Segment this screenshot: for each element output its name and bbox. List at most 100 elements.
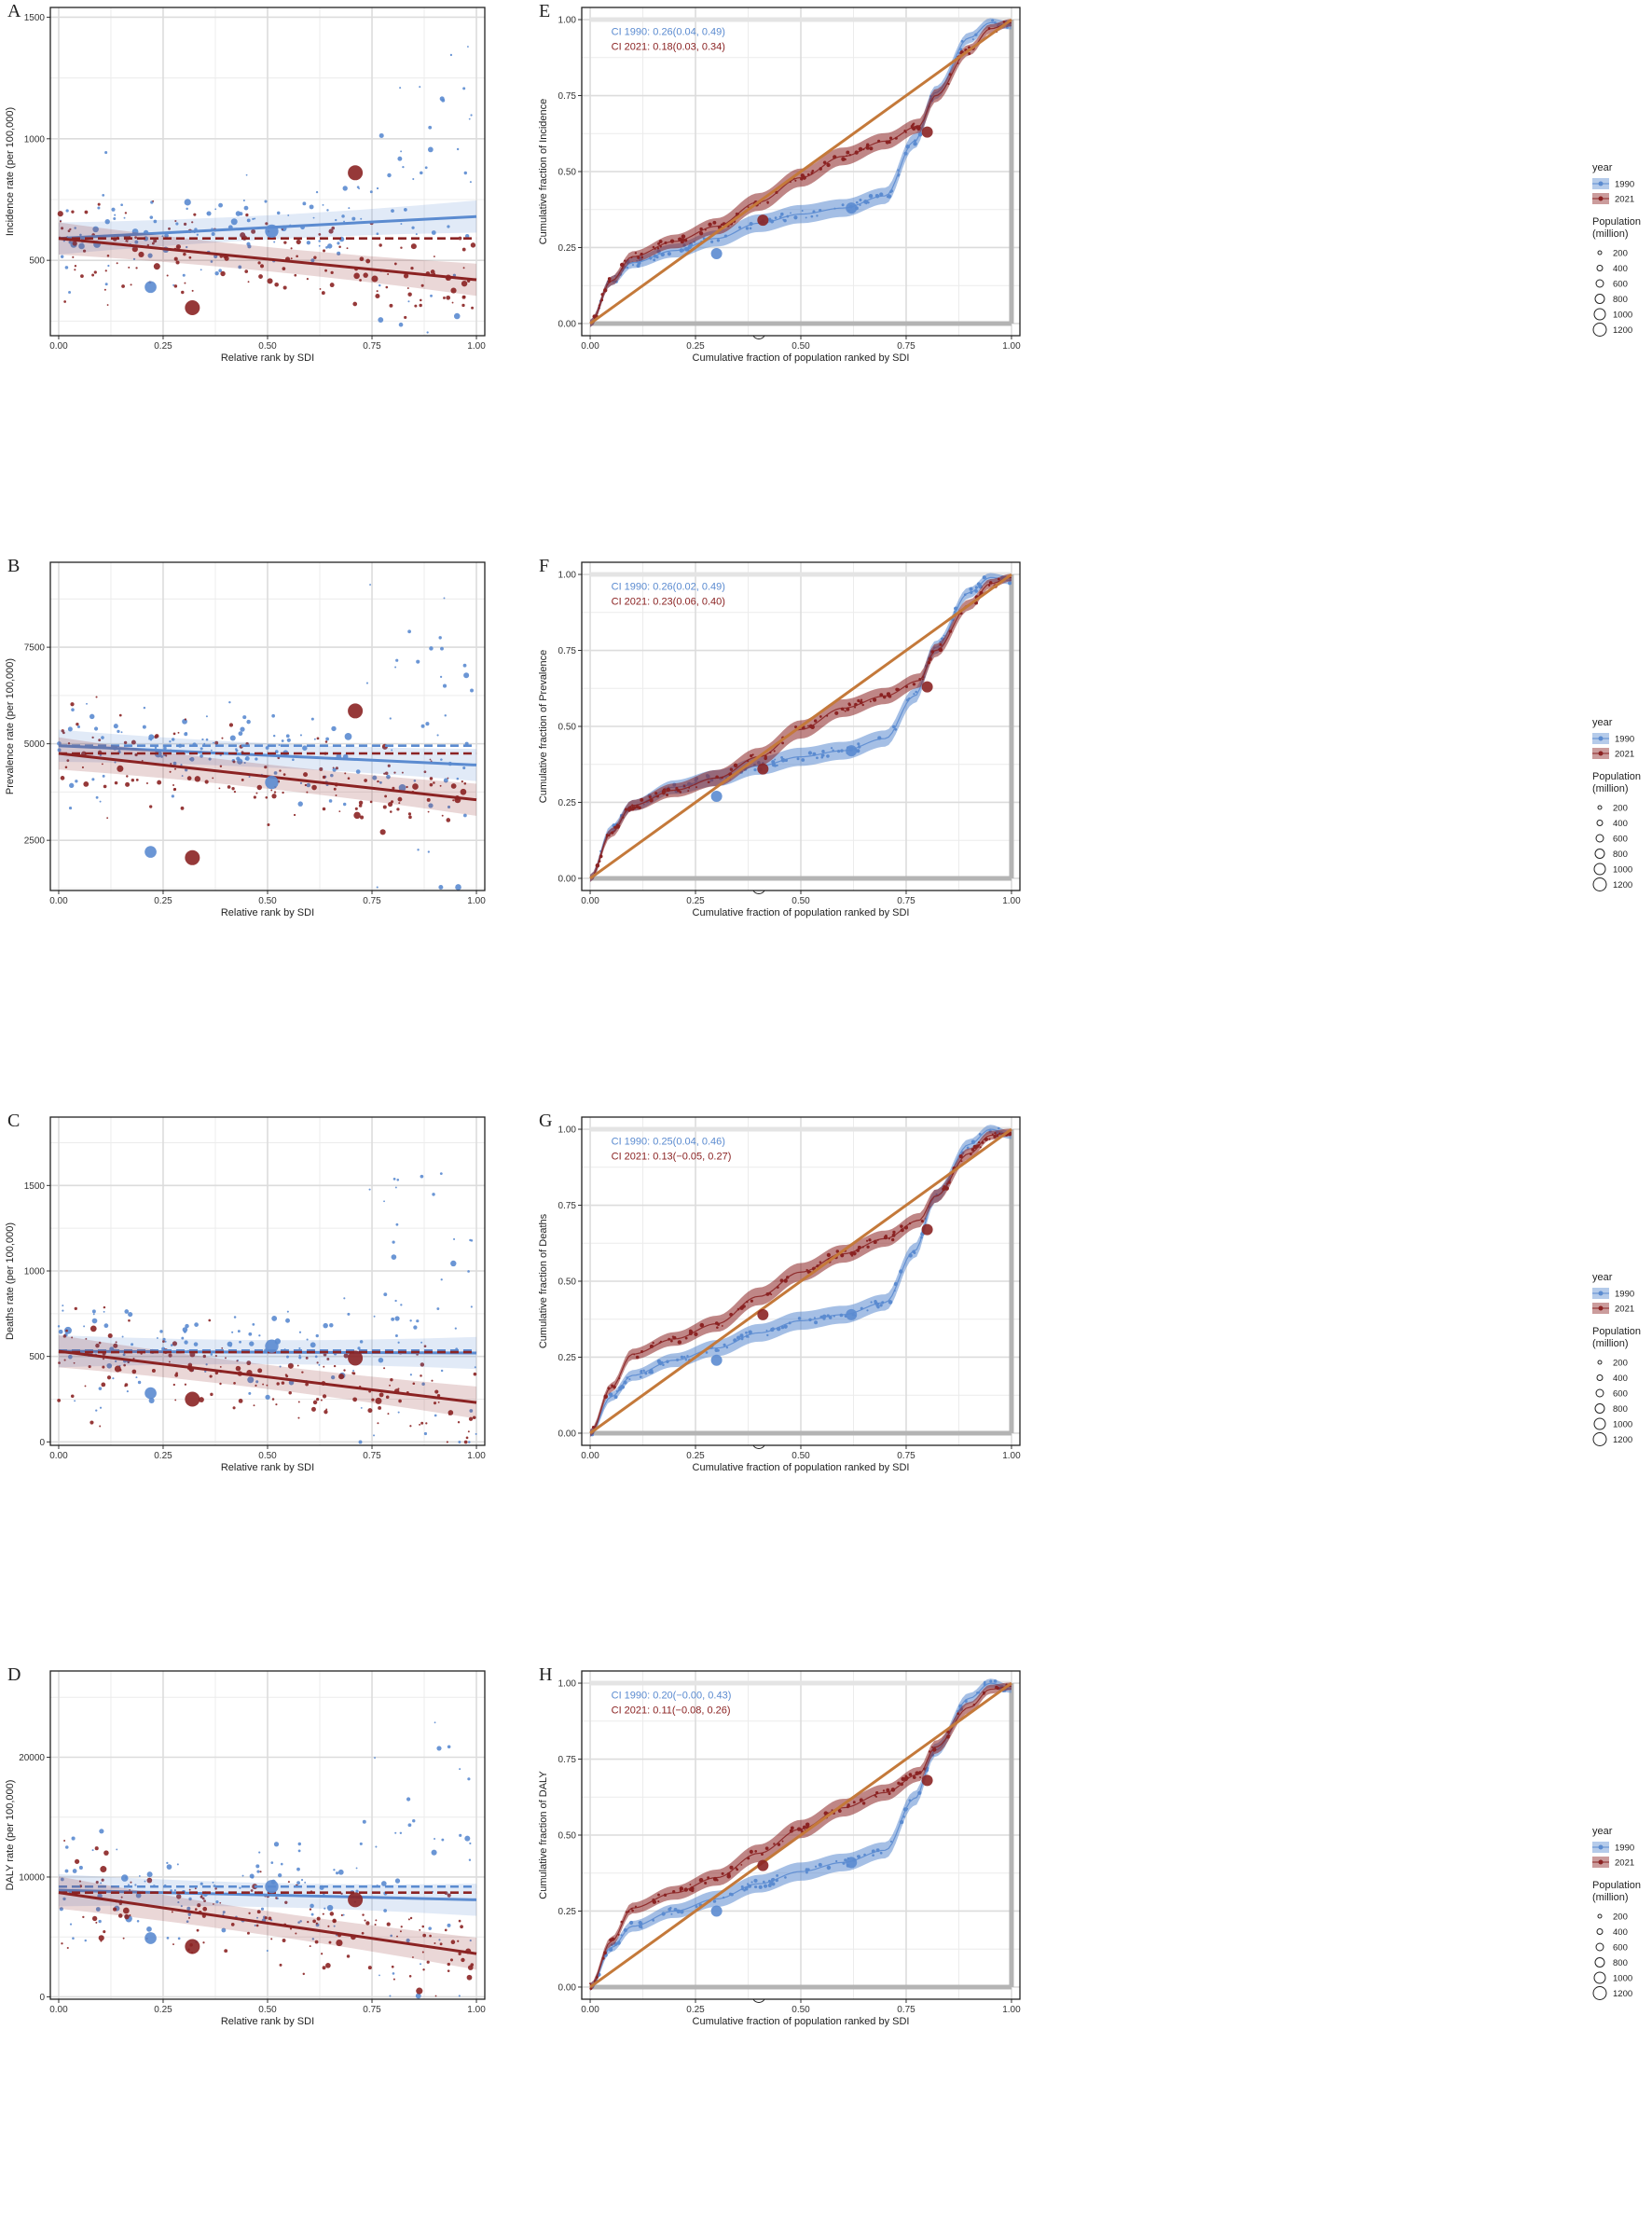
point-1990 — [421, 1382, 425, 1387]
point-1990 — [193, 1342, 199, 1346]
point-2021 — [708, 222, 712, 227]
point-1990 — [723, 234, 728, 238]
point-2021 — [379, 243, 382, 247]
point-1990 — [793, 215, 798, 220]
legend-size-circle — [1595, 1388, 1604, 1398]
point-1990 — [653, 258, 656, 262]
point-2021 — [922, 676, 925, 679]
point-1990 — [739, 1333, 744, 1338]
point-1990 — [857, 1855, 861, 1858]
point-1990 — [104, 283, 108, 286]
big-point-2021 — [757, 763, 769, 775]
point-2021 — [877, 139, 881, 143]
point-2021 — [256, 1910, 261, 1914]
legend-size-circle — [1597, 1360, 1603, 1365]
point-2021 — [244, 269, 249, 273]
point-2021 — [209, 1374, 213, 1378]
point-2021 — [416, 1987, 423, 1995]
point-1990 — [631, 264, 635, 267]
point-1990 — [285, 734, 290, 739]
point-1990 — [297, 1921, 300, 1924]
point-1990 — [310, 717, 314, 721]
point-2021 — [630, 256, 633, 259]
point-1990 — [242, 199, 245, 202]
point-2021 — [371, 275, 379, 283]
point-2021 — [83, 780, 89, 787]
point-2021 — [364, 779, 367, 782]
point-1990 — [438, 636, 442, 640]
point-1990 — [826, 754, 830, 758]
point-2021 — [813, 719, 818, 723]
big-point-1990 — [265, 775, 279, 790]
big-point-1990 — [710, 1354, 723, 1366]
point-1990 — [365, 682, 368, 684]
point-1990 — [302, 201, 307, 206]
point-1990 — [468, 1441, 471, 1443]
point-2021 — [786, 1276, 790, 1279]
point-2021 — [429, 782, 434, 787]
panel-C: C0.00 0.25 0.50 0.75 1.00050010001500Relativ… — [5, 1111, 800, 1473]
point-2021 — [157, 780, 162, 785]
point-2021 — [620, 1920, 624, 1924]
y-axis-title: Cumulative fraction of Deaths — [538, 1213, 549, 1348]
point-2021 — [882, 1789, 886, 1792]
point-1990 — [468, 117, 471, 120]
point-2021 — [621, 267, 624, 269]
point-1990 — [117, 729, 120, 733]
point-2021 — [968, 51, 971, 55]
point-2021 — [419, 1423, 421, 1426]
point-2021 — [296, 1364, 299, 1367]
point-2021 — [859, 700, 863, 705]
point-2021 — [284, 1900, 288, 1904]
point-1990 — [376, 886, 379, 889]
point-1990 — [459, 1768, 461, 1771]
point-2021 — [617, 1933, 620, 1936]
point-2021 — [365, 1921, 370, 1926]
point-1990 — [644, 1372, 648, 1375]
point-1990 — [420, 1174, 424, 1179]
point-1990 — [86, 702, 88, 705]
point-1990 — [59, 1907, 63, 1912]
point-2021 — [869, 700, 872, 703]
point-1990 — [149, 215, 154, 219]
point-2021 — [640, 797, 644, 802]
point-2021 — [946, 1182, 948, 1185]
legend-population-title: Population — [1592, 1880, 1641, 1891]
point-1990 — [69, 1923, 73, 1926]
point-2021 — [58, 1361, 61, 1364]
point-1990 — [758, 1885, 763, 1889]
point-2021 — [257, 1368, 263, 1374]
point-2021 — [908, 1773, 913, 1776]
point-2021 — [290, 247, 293, 250]
point-2021 — [735, 212, 738, 215]
point-1990 — [306, 782, 311, 788]
point-2021 — [400, 246, 403, 249]
point-1990 — [78, 242, 85, 250]
point-1990 — [749, 221, 753, 227]
point-1990 — [160, 754, 163, 758]
curve-2021 — [589, 576, 1012, 879]
point-1990 — [65, 209, 69, 213]
point-2021 — [387, 764, 391, 767]
point-2021 — [336, 1939, 343, 1947]
point-1990 — [914, 139, 917, 143]
point-2021 — [94, 1846, 99, 1851]
point-2021 — [460, 1925, 463, 1929]
point-1990 — [200, 754, 203, 758]
point-2021 — [447, 777, 449, 780]
point-2021 — [219, 1382, 222, 1386]
point-1990 — [64, 1845, 69, 1849]
y-tick-label: 0.75 — [558, 91, 577, 102]
legend-size-label: 200 — [1613, 1359, 1628, 1369]
point-1990 — [206, 211, 212, 216]
point-2021 — [122, 1907, 130, 1914]
legend-size-label: 1000 — [1613, 311, 1632, 321]
point-1990 — [297, 1849, 301, 1853]
point-2021 — [89, 1325, 97, 1332]
point-2021 — [879, 693, 884, 697]
point-2021 — [1007, 1131, 1012, 1137]
y-tick-label: 500 — [29, 256, 45, 267]
point-1990 — [425, 722, 430, 726]
big-point-2021 — [348, 1350, 364, 1366]
point-2021 — [379, 829, 386, 835]
